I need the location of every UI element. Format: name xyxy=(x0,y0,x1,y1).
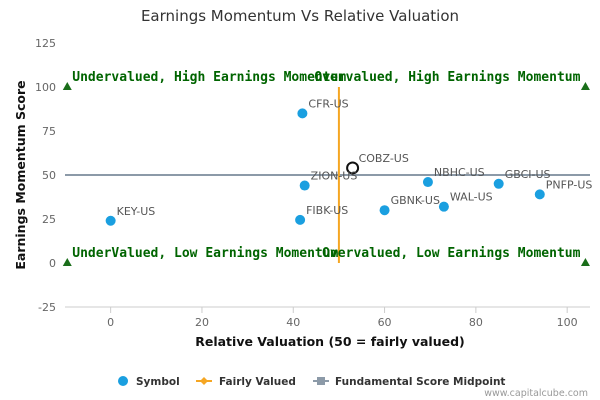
data-point[interactable] xyxy=(297,108,308,119)
quadrant-triangle-top-right xyxy=(580,82,590,90)
quadrant-labels: Undervalued, High Earnings MomentumOverv… xyxy=(62,70,590,266)
x-axis-ticks: 0 20 40 60 80 100 xyxy=(107,307,578,329)
legend-symbol-marker xyxy=(118,376,128,386)
data-point-label: FIBK-US xyxy=(306,204,348,217)
quadrant-label-bottom-left: UnderValued, Low Earnings Momentum xyxy=(72,246,338,261)
legend-midpoint-marker xyxy=(317,377,325,385)
data-point-label: NBHC-US xyxy=(434,166,485,179)
legend-fair-marker xyxy=(200,377,208,385)
y-tick-label: 75 xyxy=(42,125,56,138)
quadrant-label-top-right: Overvalued, High Earnings Momentum xyxy=(314,70,580,85)
data-point-label: KEY-US xyxy=(117,205,156,218)
data-point-label: WAL-US xyxy=(450,191,493,204)
y-tick-label: 50 xyxy=(42,169,56,182)
quadrant-triangle-bottom-left xyxy=(62,258,72,266)
y-tick-label: 125 xyxy=(35,37,56,50)
data-point-label: GBCI-US xyxy=(505,168,551,181)
data-point-label: CFR-US xyxy=(308,97,348,110)
x-tick-label: 80 xyxy=(469,316,483,329)
data-point[interactable] xyxy=(105,215,116,226)
legend-item-midpoint[interactable]: Fundamental Score Midpoint xyxy=(313,376,505,388)
x-tick-label: 60 xyxy=(378,316,392,329)
data-point-label: COBZ-US xyxy=(359,152,409,165)
credit-text: www.capitalcube.com xyxy=(484,388,588,399)
x-axis-title: Relative Valuation (50 = fairly valued) xyxy=(195,334,465,349)
quadrant-label-bottom-right: Overvalued, Low Earnings Momentum xyxy=(322,246,580,261)
data-point-label: GBNK-US xyxy=(391,194,440,207)
quadrant-triangle-bottom-right xyxy=(580,258,590,266)
legend-midpoint-label: Fundamental Score Midpoint xyxy=(335,376,505,388)
reference-lines xyxy=(65,87,590,263)
data-point-highlight[interactable] xyxy=(346,161,360,175)
data-point-label: PNFP-US xyxy=(546,178,593,191)
x-tick-label: 20 xyxy=(195,316,209,329)
y-tick-label: 25 xyxy=(42,213,56,226)
legend-symbol-label: Symbol xyxy=(136,376,180,388)
data-point[interactable] xyxy=(422,177,433,188)
y-axis-title: Earnings Momentum Score xyxy=(13,80,28,269)
data-point-label: ZION-US xyxy=(311,170,358,183)
y-tick-label: 100 xyxy=(35,81,56,94)
data-point[interactable] xyxy=(493,178,504,189)
data-point[interactable] xyxy=(295,214,306,225)
data-point[interactable] xyxy=(438,201,449,212)
quadrant-triangle-top-left xyxy=(62,82,72,90)
legend-fair-label: Fairly Valued xyxy=(219,376,296,388)
x-tick-label: 40 xyxy=(286,316,300,329)
y-axis-ticks: -25 0 25 50 75 100 125 xyxy=(35,37,56,314)
legend-item-fairly-valued[interactable]: Fairly Valued xyxy=(196,376,296,388)
legend-item-symbol[interactable]: Symbol xyxy=(118,376,180,388)
y-tick-label: -25 xyxy=(38,301,56,314)
data-point[interactable] xyxy=(299,180,310,191)
x-tick-label: 0 xyxy=(107,316,114,329)
x-tick-label: 100 xyxy=(557,316,578,329)
y-tick-label: 0 xyxy=(49,257,56,270)
data-point[interactable] xyxy=(534,189,545,200)
quadrant-label-top-left: Undervalued, High Earnings Momentum xyxy=(72,70,346,85)
legend: Symbol Fairly Valued Fundamental Score M… xyxy=(118,376,505,388)
data-point[interactable] xyxy=(379,205,390,216)
chart-title: Earnings Momentum Vs Relative Valuation xyxy=(141,7,459,25)
